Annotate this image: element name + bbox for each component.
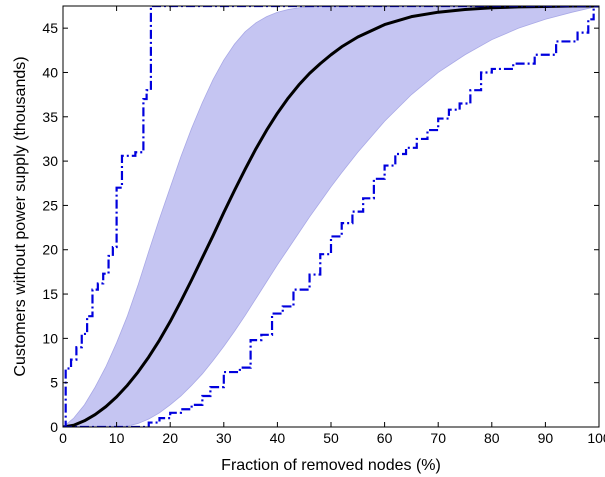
- y-tick-label: 0: [50, 419, 58, 435]
- y-tick-label: 30: [42, 153, 58, 169]
- x-tick-label: 10: [109, 430, 125, 446]
- y-axis-label: Customers without power supply (thousand…: [12, 56, 29, 376]
- y-tick-label: 10: [42, 330, 58, 346]
- ticks-layer: 0 10 20 30 40 50 60 70 80 90 100 0 5 10 15 20 25 30 35 40 45: [42, 6, 605, 446]
- x-tick-label: 80: [484, 430, 500, 446]
- y-tick-label: 35: [42, 109, 58, 125]
- x-tick-label: 30: [216, 430, 232, 446]
- y-tick-label: 45: [42, 20, 58, 36]
- confidence-band: [63, 6, 599, 427]
- x-tick-label: 40: [270, 430, 286, 446]
- x-tick-label: 0: [59, 430, 67, 446]
- series-layer: [63, 6, 599, 427]
- x-tick-label: 50: [323, 430, 339, 446]
- x-tick-label: 60: [377, 430, 393, 446]
- x-tick-label: 20: [162, 430, 178, 446]
- y-tick-label: 15: [42, 286, 58, 302]
- x-tick-label: 70: [430, 430, 446, 446]
- y-tick-label: 40: [42, 64, 58, 80]
- y-tick-label: 25: [42, 197, 58, 213]
- x-tick-label: 90: [538, 430, 554, 446]
- mean-curve-line: [63, 6, 599, 427]
- y-tick-label: 5: [50, 375, 58, 391]
- upper-extreme-line: [63, 6, 599, 427]
- y-tick-label: 20: [42, 242, 58, 258]
- lower-extreme-line: [63, 6, 599, 427]
- x-tick-label: 100: [587, 430, 605, 446]
- x-axis-label: Fraction of removed nodes (%): [221, 457, 441, 474]
